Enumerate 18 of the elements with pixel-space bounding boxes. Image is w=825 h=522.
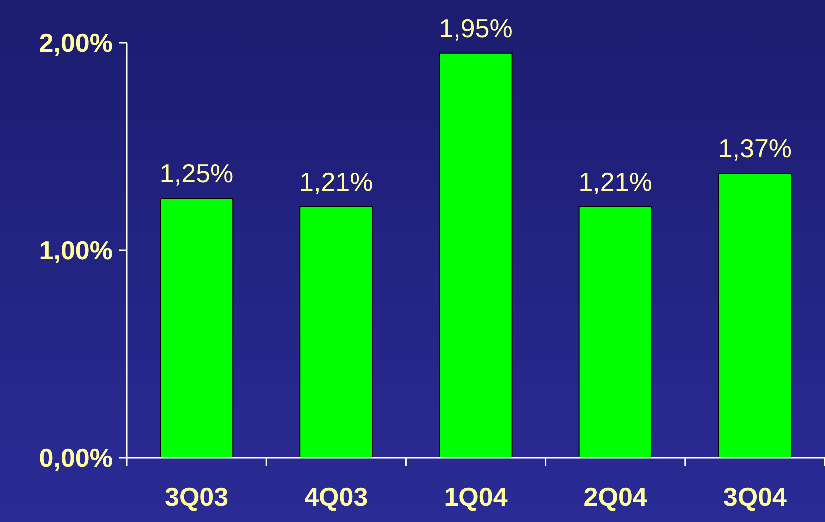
bar [718,173,792,458]
x-tick-label: 2Q04 [584,482,648,512]
data-label: 1,95% [439,13,513,44]
data-label: 1,37% [718,134,792,164]
y-tick-label: 1,00% [39,236,113,266]
data-label: 1,25% [160,158,234,189]
data-label: 1,21% [300,166,374,197]
data-label: 1,21% [578,166,652,197]
y-tick-label: 2,00% [39,28,113,58]
x-tick-label: 3Q04 [723,482,788,512]
x-tick-label: 4Q03 [304,482,368,512]
bar [578,206,652,458]
bar [439,52,513,458]
bar [300,206,374,458]
x-tick-label: 1Q04 [444,482,508,512]
bar [160,198,234,458]
y-tick-label: 0,00% [39,443,113,474]
x-tick-label: 3Q03 [164,482,229,512]
